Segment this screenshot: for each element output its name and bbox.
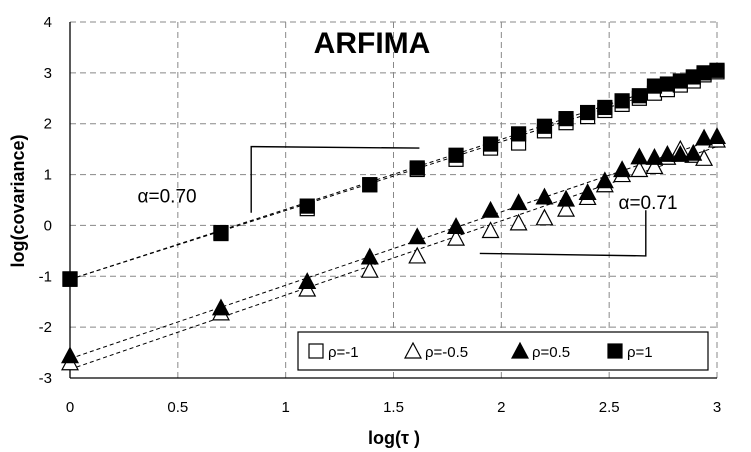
data-point [408, 246, 427, 264]
legend-marker [404, 341, 422, 359]
data-point [579, 104, 596, 121]
y-axis-label: log(covariance) [8, 134, 28, 267]
slope-guide [250, 145, 420, 213]
tick-labels: 0 0.5 1 1.5 2 2.5 3 -3 -2 -1 0 1 2 3 4 [39, 14, 722, 416]
x-tick-label: 0 [66, 399, 74, 416]
y-tick-label: -2 [39, 319, 52, 336]
data-point [558, 111, 574, 127]
chart-title: ARFIMA [314, 27, 431, 60]
slope-annotation: α=0.71 [618, 193, 677, 214]
data-point [482, 136, 499, 152]
data-point [672, 73, 688, 89]
x-tick-label: 2.5 [599, 399, 620, 416]
data-point [645, 148, 664, 165]
legend-label: ρ=0.5 [532, 344, 570, 361]
x-axis-label: log(τ ) [368, 428, 420, 448]
data-point [481, 200, 500, 218]
data-point [536, 118, 553, 134]
y-tick-label: 0 [44, 217, 52, 234]
data-point [447, 228, 466, 246]
data-point [614, 93, 630, 109]
x-tick-label: 3 [713, 399, 721, 416]
fit-line [69, 137, 718, 360]
y-tick-label: 2 [44, 116, 52, 133]
data-point [630, 160, 649, 178]
legend-marker [308, 343, 324, 359]
y-tick-label: -1 [39, 268, 52, 285]
data-point [659, 76, 675, 92]
data-point [630, 147, 649, 165]
data-point [557, 199, 576, 217]
grid-lines [70, 21, 718, 378]
x-tick-label: 1.5 [383, 399, 404, 416]
slope-annotation: α=0.70 [138, 187, 197, 208]
data-point [61, 346, 79, 364]
legend-marker [511, 341, 529, 359]
fit-line [69, 68, 718, 280]
y-tick-label: 4 [44, 14, 52, 31]
slope-guide [479, 210, 647, 257]
slope-annotations: α=0.70 α=0.71 [138, 187, 678, 215]
fit-line [69, 72, 718, 280]
data-point [447, 217, 466, 235]
data-point [409, 160, 425, 176]
data-point [645, 157, 664, 175]
data-point [646, 78, 663, 94]
data-point [213, 224, 229, 241]
legend: ρ=-1 ρ=-0.5 ρ=0.5 ρ=1 [297, 331, 709, 371]
data-point [578, 183, 597, 200]
data-point [510, 126, 527, 142]
legend-label: ρ=-0.5 [425, 344, 468, 361]
data-point [696, 65, 712, 81]
legend-marker [607, 343, 623, 359]
slope-guides [250, 145, 647, 257]
data-point [631, 88, 647, 104]
data-point [211, 298, 230, 316]
data-point [709, 62, 725, 78]
data-points [61, 62, 726, 371]
legend-label: ρ=-1 [328, 344, 359, 361]
data-point [299, 198, 315, 214]
data-point [695, 128, 714, 146]
data-point [298, 272, 317, 289]
axes [69, 22, 717, 379]
data-point [671, 144, 690, 162]
data-point [448, 147, 464, 163]
series-3 [62, 62, 725, 287]
data-point [535, 208, 554, 226]
data-point [408, 227, 427, 245]
data-point [481, 221, 500, 239]
data-point [509, 213, 528, 231]
data-point [708, 127, 726, 145]
data-point [595, 171, 614, 189]
x-tick-label: 2 [497, 399, 505, 416]
data-point [509, 193, 528, 211]
y-tick-label: 3 [44, 65, 52, 82]
data-point [684, 143, 703, 161]
x-tick-label: 0.5 [167, 399, 188, 416]
legend-box [297, 331, 709, 371]
data-point [362, 177, 378, 193]
x-tick-label: 1 [281, 399, 289, 416]
legend-label: ρ=1 [627, 344, 653, 361]
y-tick-label: 1 [44, 167, 52, 184]
data-point [535, 187, 554, 205]
data-point [360, 260, 379, 278]
data-point [557, 189, 576, 207]
data-point [360, 247, 379, 265]
data-point [613, 160, 632, 178]
y-tick-label: -3 [39, 370, 52, 387]
data-point [658, 144, 677, 162]
series-2 [61, 127, 726, 364]
data-point [597, 99, 613, 116]
data-point [62, 271, 78, 287]
